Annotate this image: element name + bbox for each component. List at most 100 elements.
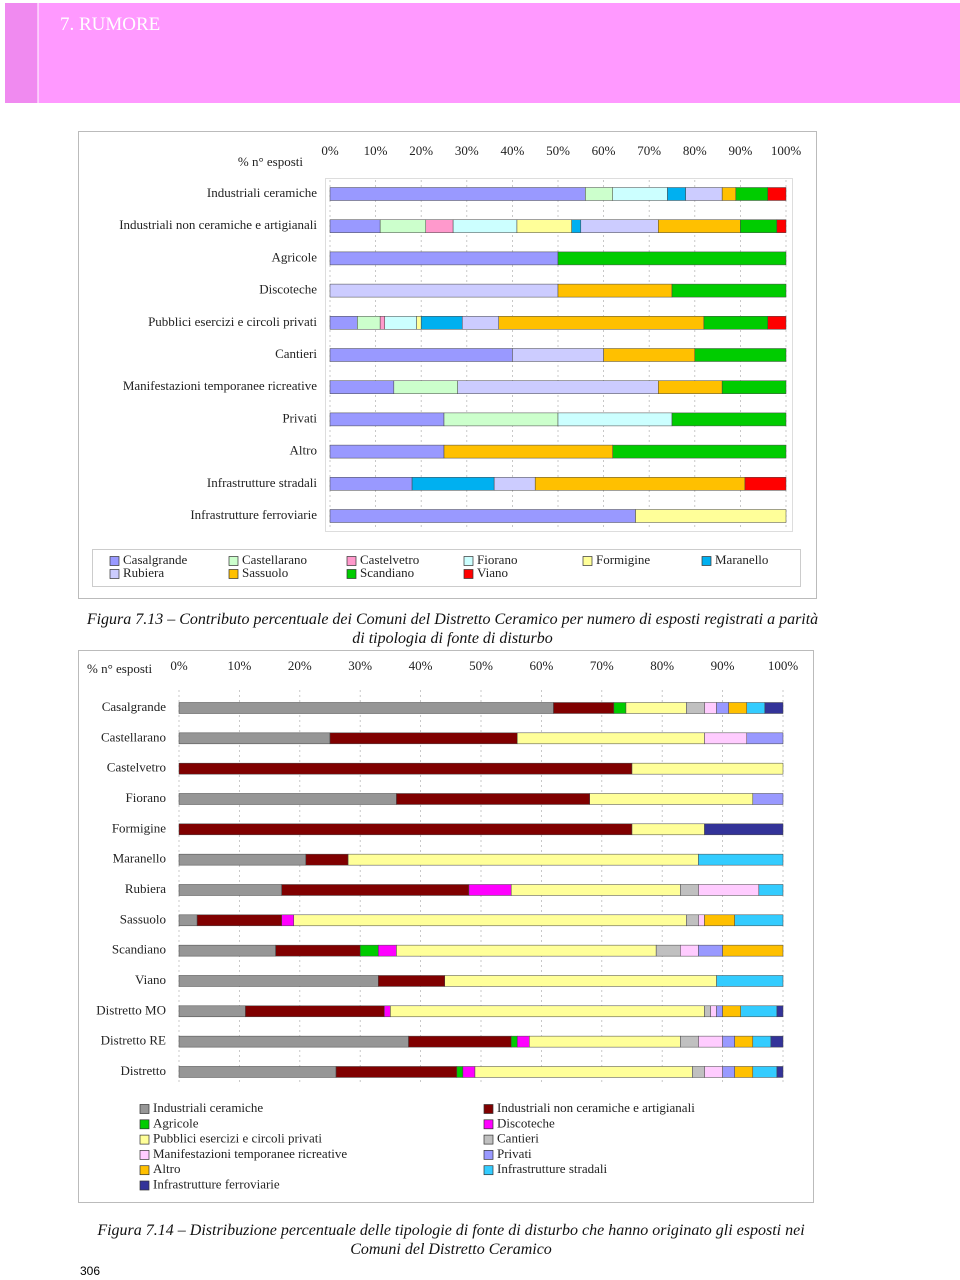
header-band bbox=[5, 3, 960, 103]
bar-segment bbox=[557, 412, 673, 427]
bar-segment bbox=[178, 1035, 409, 1048]
bar-segment bbox=[686, 914, 699, 927]
bar-segment bbox=[740, 1005, 778, 1018]
legend-swatch bbox=[109, 556, 120, 566]
bar-segment bbox=[722, 1005, 741, 1018]
legend-label: Industriali non ceramiche e artigianali bbox=[497, 1100, 695, 1115]
bar-segment bbox=[329, 219, 381, 233]
bar-segment bbox=[335, 1066, 458, 1078]
bar-segment bbox=[379, 219, 427, 233]
legend-label: Infrastrutture ferroviarie bbox=[153, 1176, 280, 1191]
bar-segment bbox=[329, 251, 559, 266]
bar-segment bbox=[704, 702, 717, 714]
bar-segment bbox=[178, 793, 397, 805]
legend-swatch bbox=[139, 1150, 150, 1160]
bar-segment bbox=[379, 316, 385, 330]
legend-label: Formigine bbox=[596, 552, 650, 567]
x-tick-label: 100% bbox=[771, 143, 802, 158]
bar-segment bbox=[329, 348, 513, 362]
legend-swatch bbox=[346, 556, 357, 566]
bar-segment bbox=[776, 1066, 784, 1078]
x-tick-label: 50% bbox=[546, 143, 570, 158]
x-tick-label: 80% bbox=[650, 658, 674, 673]
y-tick-label: Castelvetro bbox=[107, 760, 166, 775]
bar-segment bbox=[462, 1066, 476, 1078]
bar-segment bbox=[722, 944, 784, 957]
bar-segment bbox=[680, 884, 699, 896]
bar-segment bbox=[329, 509, 636, 523]
bar-segment bbox=[305, 853, 349, 866]
x-tick-label: 20% bbox=[288, 658, 312, 673]
bar-segment bbox=[516, 732, 705, 745]
bar-segment bbox=[686, 702, 705, 714]
bar-segment bbox=[411, 477, 495, 491]
legend-label: Discoteche bbox=[497, 1115, 555, 1130]
bar-segment bbox=[735, 187, 769, 201]
legend-swatch bbox=[139, 1104, 150, 1114]
bar-segment bbox=[557, 283, 673, 298]
bar-segment bbox=[704, 1005, 711, 1018]
chart-frame bbox=[78, 650, 814, 1203]
bar-segment bbox=[281, 884, 470, 896]
figure-caption: Figura 7.13 – Contributo percentuale dei… bbox=[86, 611, 819, 647]
y-tick-label: Infrastrutture ferroviarie bbox=[190, 507, 317, 522]
bar-segment bbox=[329, 477, 413, 491]
legend-label: Fiorano bbox=[477, 552, 517, 567]
header-title: 7. RUMORE bbox=[60, 14, 161, 35]
x-tick-label: 30% bbox=[455, 143, 479, 158]
x-tick-label: 80% bbox=[683, 143, 707, 158]
legend-label: Scandiano bbox=[360, 565, 414, 580]
y-tick-label: Discoteche bbox=[259, 282, 317, 297]
legend-swatch bbox=[483, 1119, 494, 1130]
x-tick-label: 0% bbox=[170, 658, 188, 673]
y-tick-label: Viano bbox=[135, 972, 166, 987]
legend-label: Privati bbox=[497, 1146, 532, 1161]
bar-segment bbox=[721, 380, 787, 394]
bar-segment bbox=[752, 793, 784, 805]
bar-segment bbox=[704, 914, 735, 927]
bar-segment bbox=[396, 793, 590, 805]
bar-segment bbox=[178, 732, 331, 745]
chart-frame bbox=[78, 131, 817, 599]
x-tick-label: 70% bbox=[637, 143, 661, 158]
x-tick-label: 70% bbox=[590, 658, 614, 673]
y-tick-label: Infrastrutture stradali bbox=[207, 475, 317, 490]
x-tick-label: 60% bbox=[529, 658, 553, 673]
bar-segment bbox=[178, 823, 633, 836]
y-tick-label: Casalgrande bbox=[102, 699, 166, 714]
y-tick-label: Distretto MO bbox=[96, 1002, 166, 1017]
bar-segment bbox=[776, 219, 787, 233]
legend-label: Casalgrande bbox=[123, 552, 187, 567]
bar-segment bbox=[744, 477, 787, 491]
bar-segment bbox=[667, 187, 686, 201]
x-tick-label: 10% bbox=[227, 658, 251, 673]
legend-swatch bbox=[139, 1119, 150, 1130]
bar-segment bbox=[631, 762, 784, 775]
bar-segment bbox=[329, 444, 445, 459]
y-tick-label: Formigine bbox=[112, 820, 166, 835]
bar-segment bbox=[516, 1035, 530, 1048]
legend-label: Sassuolo bbox=[242, 565, 288, 580]
y-tick-label: Pubblici esercizi e circoli privati bbox=[148, 314, 317, 329]
bar-segment bbox=[281, 914, 295, 927]
bar-segment bbox=[196, 914, 282, 927]
bar-segment bbox=[498, 316, 705, 330]
bar-segment bbox=[655, 944, 681, 957]
legend-label: Industriali ceramiche bbox=[153, 1100, 263, 1115]
bar-segment bbox=[716, 702, 729, 714]
bar-segment bbox=[516, 219, 572, 233]
bar-segment bbox=[510, 1035, 518, 1048]
bar-segment bbox=[698, 914, 705, 927]
legend-swatch bbox=[483, 1104, 494, 1114]
legend-label: Infrastrutture stradali bbox=[497, 1161, 607, 1176]
bar-segment bbox=[671, 412, 787, 427]
x-tick-label: 90% bbox=[728, 143, 752, 158]
bar-segment bbox=[770, 1035, 784, 1048]
bar-segment bbox=[461, 316, 499, 330]
bar-segment bbox=[357, 316, 381, 330]
y-tick-label: Castellarano bbox=[101, 729, 166, 744]
bar-segment bbox=[631, 823, 705, 836]
legend-label: Manifestazioni temporanee ricreative bbox=[153, 1146, 347, 1161]
x-tick-label: 0% bbox=[321, 143, 339, 158]
bar-segment bbox=[329, 316, 358, 330]
